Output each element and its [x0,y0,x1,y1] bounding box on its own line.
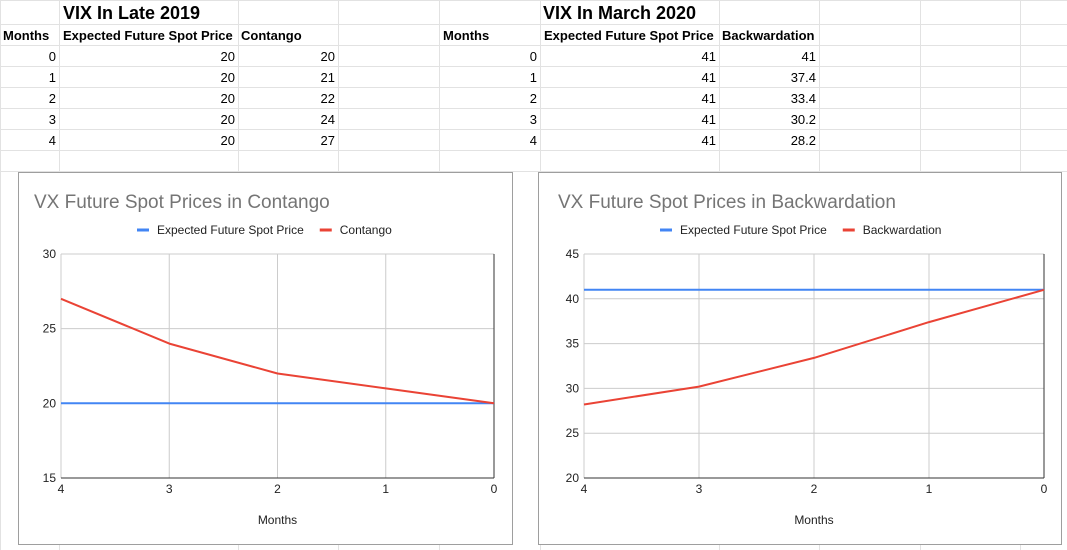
table2-cell[interactable]: 0 [529,49,537,64]
backwardation-chart-canvas: VX Future Spot Prices in Backwardation Ex… [558,192,1048,527]
contango-chart-series-line-1 [60,297,495,405]
contango-chart-y-tick: 20 [43,396,57,410]
contango-chart-x-tick: 3 [166,482,173,496]
table2-cell[interactable]: 1 [529,70,537,85]
table2-cell[interactable]: 41 [801,49,816,64]
contango-chart-y-tick: 25 [43,322,57,336]
table1-cell[interactable]: 27 [320,133,335,148]
backwardation-chart[interactable]: VX Future Spot Prices in Backwardation Ex… [538,172,1062,545]
table2-cell[interactable]: 30.2 [790,112,816,127]
backwardation-chart-y-tick: 35 [566,337,580,351]
table2-cell[interactable]: 41 [701,112,716,127]
backwardation-chart-x-tick: 4 [581,482,588,496]
table1-cell[interactable]: 3 [48,112,56,127]
backwardation-chart-x-tick: 1 [926,482,933,496]
table2-header-backwardation[interactable]: Backwardation [722,28,815,43]
backwardation-chart-x-tick: 0 [1041,482,1048,496]
backwardation-chart-y-tick: 25 [566,426,580,440]
table1-cell[interactable]: 20 [220,49,235,64]
table1-cell[interactable]: 20 [220,91,235,106]
contango-chart-y-tick: 30 [43,247,57,261]
table1-header-contango[interactable]: Contango [241,28,302,43]
table2-cell[interactable]: 4 [529,133,537,148]
table1-cell[interactable]: 20 [320,49,335,64]
table1-cell[interactable]: 24 [320,112,335,127]
table1-cell[interactable]: 20 [220,70,235,85]
table1-cell[interactable]: 2 [48,91,56,106]
table1-cell[interactable]: 22 [320,91,335,106]
table2-cell[interactable]: 41 [701,70,716,85]
table2-cell[interactable]: 2 [529,91,537,106]
table1-cell[interactable]: 20 [220,112,235,127]
table2-cell[interactable]: 37.4 [790,70,816,85]
backwardation-chart-y-tick: 40 [566,292,580,306]
backwardation-chart-y-tick: 45 [566,247,580,261]
backwardation-chart-legend-label: Backwardation [863,223,942,237]
table2-cell[interactable]: 28.2 [790,133,816,148]
contango-chart-x-axis-label: Months [258,513,297,527]
backwardation-chart-series-line-1 [583,288,1045,406]
contango-chart-title: VX Future Spot Prices in Contango [34,192,330,213]
table2-cell[interactable]: 41 [701,91,716,106]
backwardation-chart-x-tick: 3 [696,482,703,496]
table2-cell[interactable]: 41 [701,49,716,64]
contango-chart-x-tick: 0 [491,482,498,496]
contango-chart-x-tick: 2 [274,482,281,496]
contango-chart-x-tick: 1 [382,482,389,496]
table1-cell[interactable]: 21 [320,70,335,85]
table1-cell[interactable]: 4 [48,133,56,148]
contango-chart-x-tick: 4 [58,482,65,496]
table2-header-expected[interactable]: Expected Future Spot Price [544,28,714,43]
table1-cell[interactable]: 1 [48,70,56,85]
table1-title: VIX In Late 2019 [63,3,201,23]
table1-cell[interactable]: 20 [220,133,235,148]
table2-cell[interactable]: 33.4 [790,91,816,106]
contango-chart-legend-label: Contango [340,223,392,237]
backwardation-chart-x-tick: 2 [811,482,818,496]
backwardation-chart-x-axis-label: Months [794,513,833,527]
contango-chart-y-tick: 15 [43,471,57,485]
table1-header-expected[interactable]: Expected Future Spot Price [63,28,233,43]
backwardation-chart-legend-label: Expected Future Spot Price [680,223,827,237]
backwardation-chart-title: VX Future Spot Prices in Backwardation [558,192,896,213]
table2-header-months[interactable]: Months [443,28,490,43]
backwardation-chart-y-tick: 30 [566,381,580,395]
table1-cell[interactable]: 0 [48,49,56,64]
contango-chart[interactable]: VX Future Spot Prices in Contango Expecte… [18,172,513,545]
contango-chart-canvas: VX Future Spot Prices in Contango Expecte… [34,192,498,527]
table2-cell[interactable]: 3 [529,112,537,127]
backwardation-chart-y-tick: 20 [566,471,580,485]
table2-cell[interactable]: 41 [701,133,716,148]
contango-chart-legend-label: Expected Future Spot Price [157,223,304,237]
table1-header-months[interactable]: Months [3,28,50,43]
table2-title: VIX In March 2020 [543,3,697,23]
